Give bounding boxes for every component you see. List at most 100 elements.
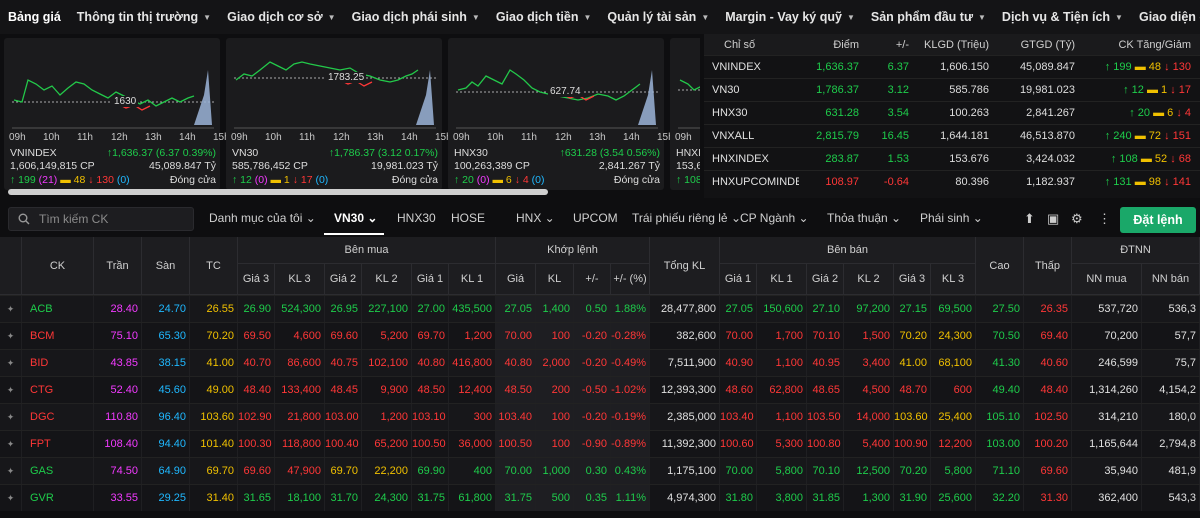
index-row[interactable]: HNXINDEX 283.87 1.53 153.676 3,424.032 ↑ 108 … bbox=[704, 147, 1200, 170]
header-sub: Giá 3 bbox=[238, 264, 275, 295]
tab-6[interactable]: Trái phiếu riêng lẻ ⌄ bbox=[632, 211, 741, 225]
index-table-header: Chỉ số Điểm +/- KLGD (Triệu) GTGD (Tỷ) CK Tăn… bbox=[704, 34, 1200, 55]
tab-7[interactable]: CP Ngành ⌄ bbox=[740, 211, 809, 225]
tab-8[interactable]: Thỏa thuận ⌄ bbox=[827, 211, 902, 225]
index-change: 16.45 bbox=[881, 130, 909, 142]
nav-item-1[interactable]: Thông tin thị trường ▼ bbox=[69, 0, 219, 34]
upload-icon[interactable]: ⬆ bbox=[1024, 211, 1035, 226]
tab-5[interactable]: UPCOM bbox=[573, 211, 618, 225]
table-row[interactable]: ✦ BCM 75.10 65.30 70.20 69.50 4,600 69.60 5,200 6… bbox=[0, 322, 1200, 349]
match-price: 70.00 bbox=[496, 458, 536, 484]
match-vol: 100 bbox=[536, 404, 574, 430]
bid3-vol: 524,300 bbox=[275, 296, 325, 322]
table-row[interactable]: ✦ CTG 52.40 45.60 49.00 48.40 133,400 48.45 9,90… bbox=[0, 376, 1200, 403]
ask3: 31.90 bbox=[894, 485, 931, 511]
tab-2[interactable]: HNX30 bbox=[397, 211, 436, 225]
table-row[interactable]: ✦ DGC 110.80 96.40 103.60 102.90 21,800 103.00 1… bbox=[0, 403, 1200, 430]
table-row[interactable]: ✦ FPT 108.40 94.40 101.40 100.30 118,800 100.40… bbox=[0, 430, 1200, 457]
pin-icon[interactable]: ✦ bbox=[0, 377, 22, 403]
index-row[interactable]: HNX30 631.28 3.54 100.263 2,841.267 ↑ 20 ▬ 6 … bbox=[704, 101, 1200, 124]
tab-1[interactable]: VN30 ⌄ bbox=[334, 211, 378, 225]
nav-item-5[interactable]: Quản lý tài sản ▼ bbox=[599, 0, 717, 34]
bid3-vol: 18,100 bbox=[275, 485, 325, 511]
nn-buy: 537,720 bbox=[1072, 296, 1142, 322]
header-sub: KL 3 bbox=[275, 264, 325, 295]
nav-item-label: Quản lý tài sản bbox=[607, 10, 697, 24]
time-tick: 11h bbox=[299, 132, 315, 143]
ask3: 100.90 bbox=[894, 431, 931, 457]
table-row[interactable]: ✦ GVR 33.55 29.25 31.40 31.65 18,100 31.70 24,30… bbox=[0, 484, 1200, 511]
tab-3[interactable]: HOSE bbox=[451, 211, 486, 225]
time-tick: 13h bbox=[367, 132, 384, 143]
index-row[interactable]: VNXALL 2,815.79 16.45 1,644.181 46,513.870 ↑ … bbox=[704, 124, 1200, 147]
index-volume: 153.676 bbox=[949, 153, 989, 165]
charts-scrollbar[interactable] bbox=[8, 189, 548, 195]
table-row[interactable]: ✦ BID 43.85 38.15 41.00 40.70 86,600 40.75 102,1… bbox=[0, 349, 1200, 376]
index-row[interactable]: VNINDEX 1,636.37 6.37 1,606.150 45,089.847 ↑ … bbox=[704, 55, 1200, 78]
time-tick: 15h bbox=[657, 132, 674, 143]
nav-item-8[interactable]: Dịch vụ & Tiện ích ▼ bbox=[994, 0, 1131, 34]
chart-change: ↑631.28 (3.54 0.56%) bbox=[559, 147, 660, 159]
bid3: 26.90 bbox=[238, 296, 275, 322]
pin-icon[interactable]: ✦ bbox=[0, 323, 22, 349]
pin-icon[interactable]: ✦ bbox=[0, 485, 22, 511]
match-vol: 1,000 bbox=[536, 458, 574, 484]
header-floor: Sàn bbox=[142, 237, 190, 295]
header-sub: KL 2 bbox=[362, 264, 412, 295]
nn-sell: 4,154,2 bbox=[1142, 377, 1200, 403]
ref-price-label: 627.74 bbox=[548, 86, 583, 97]
pin-icon[interactable]: ✦ bbox=[0, 431, 22, 457]
place-order-button[interactable]: Đặt lệnh bbox=[1120, 207, 1196, 233]
match-vol: 100 bbox=[536, 431, 574, 457]
tab-9[interactable]: Phái sinh ⌄ bbox=[920, 211, 983, 225]
nav-item-3[interactable]: Giao dịch phái sinh ▼ bbox=[344, 0, 488, 34]
match-price: 40.80 bbox=[496, 350, 536, 376]
nav-item-4[interactable]: Giao dịch tiền ▼ bbox=[488, 0, 600, 34]
more-icon[interactable]: ⋮ bbox=[1098, 211, 1111, 226]
search-input[interactable]: Tìm kiếm CK bbox=[8, 207, 194, 231]
index-row[interactable]: HNXUPCOMINDE 108.97 -0.64 80.396 1,182.937 ↑ … bbox=[704, 170, 1200, 193]
header-match-group: Khớp lệnh bbox=[496, 237, 650, 264]
ask1: 31.80 bbox=[720, 485, 757, 511]
match-change: 0.50 bbox=[574, 296, 611, 322]
ask2-vol: 1,500 bbox=[844, 323, 894, 349]
chevron-down-icon: ▼ bbox=[203, 12, 212, 22]
nav-item-9[interactable]: Giao diện của tôi▼ bbox=[1131, 0, 1200, 34]
nav-item-7[interactable]: Sản phẩm đầu tư ▼ bbox=[863, 0, 994, 34]
chart-card-vn30[interactable]: 1783.25 09h 10h 11h 12h 13h 14h 15h VN30 ↑1,786.3… bbox=[226, 38, 452, 190]
time-tick: 14h bbox=[401, 132, 418, 143]
nav-item-2[interactable]: Giao dịch cơ sở ▼ bbox=[219, 0, 344, 34]
header-sub: Giá 1 bbox=[720, 264, 757, 295]
top-navigation: Bảng giá Thông tin thị trường ▼ Giao dịch c… bbox=[0, 0, 1200, 34]
tab-0[interactable]: Danh mục của tôi ⌄ bbox=[209, 211, 316, 225]
header-ask-group: Bên bán bbox=[720, 237, 976, 264]
gear-icon[interactable]: ⚙ bbox=[1071, 211, 1083, 226]
table-row[interactable]: ✦ ACB 28.40 24.70 26.55 26.90 524,300 26.95 227,… bbox=[0, 295, 1200, 322]
chart-card-vnindex[interactable]: 1630 09h 10h 11h 12h 13h 14h 15h VNINDEX ↑1,636.3… bbox=[4, 38, 230, 190]
pin-icon[interactable]: ✦ bbox=[0, 350, 22, 376]
ask2: 40.95 bbox=[807, 350, 844, 376]
header-sub: Giá 2 bbox=[325, 264, 362, 295]
chart-card-hnxi[interactable]: 09h HNXI 153,6 ↑ 108 bbox=[670, 38, 700, 190]
time-tick: 10h bbox=[487, 132, 504, 143]
ask3: 70.20 bbox=[894, 323, 931, 349]
pin-icon[interactable]: ✦ bbox=[0, 404, 22, 430]
chart-index-name: HNXI bbox=[676, 147, 700, 159]
ceiling: 75.10 bbox=[94, 323, 142, 349]
chevron-down-icon: ▼ bbox=[846, 12, 855, 22]
time-tick: 13h bbox=[589, 132, 606, 143]
nav-item-6[interactable]: Margin - Vay ký quỹ ▼ bbox=[717, 0, 863, 34]
table-row[interactable]: ✦ GAS 74.50 64.90 69.70 69.60 47,900 69.70 22,20… bbox=[0, 457, 1200, 484]
chart-card-hnx30[interactable]: 627.74 09h 10h 11h 12h 13h 14h 15h HNX30 ↑631.28 … bbox=[448, 38, 674, 190]
ref-price: 31.40 bbox=[190, 485, 238, 511]
tab-4[interactable]: HNX ⌄ bbox=[516, 211, 555, 225]
nav-item-0[interactable]: Bảng giá bbox=[0, 0, 69, 34]
match-pct: 1.88% bbox=[611, 296, 650, 322]
ask1-vol: 5,800 bbox=[757, 458, 807, 484]
index-row[interactable]: VN30 1,786.37 3.12 585.786 19,981.023 ↑ 12 ▬ … bbox=[704, 78, 1200, 101]
excel-icon[interactable]: ▣ bbox=[1047, 211, 1060, 226]
header-bid-group: Bên mua bbox=[238, 237, 496, 264]
pin-icon[interactable]: ✦ bbox=[0, 458, 22, 484]
pin-icon[interactable]: ✦ bbox=[0, 296, 22, 322]
match-price: 48.50 bbox=[496, 377, 536, 403]
